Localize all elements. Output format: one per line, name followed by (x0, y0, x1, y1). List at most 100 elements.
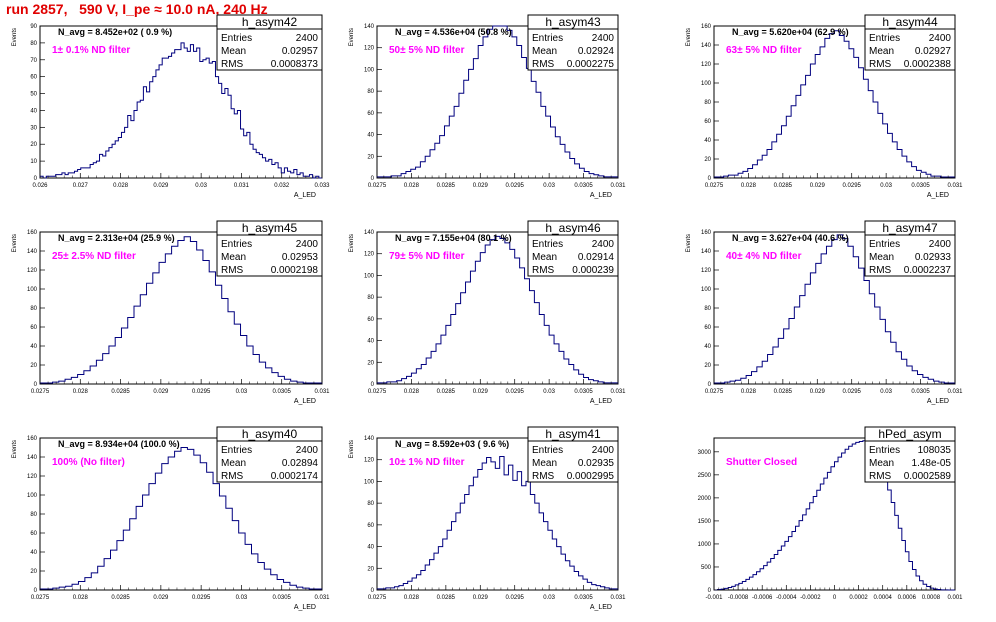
y-axis-label: Events (349, 28, 355, 46)
histogram-name: h_asym44 (882, 15, 938, 29)
stats-value-rms: 0.0002275 (567, 59, 615, 70)
y-tick-label: 20 (367, 566, 374, 572)
x-tick-label: 0.0295 (192, 389, 211, 395)
x-tick-label: -0.0006 (752, 595, 773, 601)
stats-label-rms: RMS (532, 471, 555, 482)
x-tick-label: 0.03 (543, 389, 555, 395)
x-tick-label: 0.03 (236, 595, 248, 601)
histogram-panel-h_asym40: 0.0275 0.028 0.0285 0.029 0.0295 0.03 0.0305 0.… (12, 426, 330, 611)
y-tick-label: 60 (704, 325, 711, 331)
y-axis-label: Events (12, 440, 18, 458)
x-tick-label: 0.0295 (843, 389, 862, 395)
x-tick-label: 0.0285 (774, 183, 793, 189)
stats-box-frame (864, 426, 956, 483)
stats-box-frame (527, 426, 619, 483)
y-tick-label: 140 (364, 24, 375, 30)
y-axis-label: Events (686, 28, 692, 46)
n-avg-label: N_avg = 2.313e+04 (25.9 %) (58, 233, 175, 243)
stats-label-entries: Entries (221, 33, 252, 44)
stats-value-entries: 2400 (296, 33, 319, 44)
stats-box: h_asym46 Entries 2400 Mean 0.02914 RMS 0.00023… (527, 220, 619, 277)
x-tick-label: 0.001 (947, 595, 963, 601)
y-tick-label: 10 (30, 159, 37, 165)
stats-label-mean: Mean (532, 458, 557, 469)
x-tick-label: 0.0285 (111, 595, 130, 601)
y-tick-label: 60 (704, 119, 711, 125)
stats-value-rms: 0.0002388 (904, 59, 952, 70)
stats-box: h_asym47 Entries 2400 Mean 0.02933 RMS 0.00022… (864, 220, 956, 277)
x-tick-label: -0.001 (705, 595, 723, 601)
stats-label-mean: Mean (532, 46, 557, 57)
x-tick-label: 0.0275 (31, 389, 50, 395)
histogram-panel-h_asym41: 0.0275 0.028 0.0285 0.029 0.0295 0.03 0.0305 0.… (349, 426, 626, 611)
y-tick-label: 140 (364, 436, 375, 442)
y-axis-label: Events (12, 28, 18, 46)
stats-label-mean: Mean (221, 252, 246, 263)
y-tick-label: 20 (30, 363, 37, 369)
x-tick-label: 0.0285 (774, 389, 793, 395)
histogram-panel-h_asym43: 0.0275 0.028 0.0285 0.029 0.0295 0.03 0.0305 0.… (349, 14, 626, 199)
y-tick-label: 80 (30, 306, 37, 312)
histogram-panel-h_asym42: 0.026 0.027 0.028 0.029 0.03 0.031 0.032 0.033 0… (12, 14, 330, 199)
stats-label-mean: Mean (221, 458, 246, 469)
histogram-name: h_asym41 (545, 427, 601, 441)
y-tick-label: 140 (701, 43, 712, 49)
y-tick-label: 100 (364, 273, 375, 279)
stats-value-mean: 0.02935 (578, 458, 615, 469)
filter-annotation: 25± 2.5% ND filter (52, 251, 136, 262)
x-tick-label: 0.029 (810, 389, 826, 395)
n-avg-label: N_avg = 5.620e+04 (62.9 %) (732, 27, 849, 37)
stats-box: h_asym45 Entries 2400 Mean 0.02953 RMS 0.00021… (216, 220, 323, 277)
x-tick-label: 0.033 (314, 183, 330, 189)
y-tick-label: 2000 (698, 496, 712, 502)
stats-label-rms: RMS (869, 471, 892, 482)
x-tick-label: 0.029 (473, 595, 489, 601)
stats-label-mean: Mean (869, 252, 894, 263)
histogram-line (39, 42, 322, 179)
x-tick-label: 0.0305 (574, 389, 593, 395)
x-tick-label: 0.028 (113, 183, 129, 189)
stats-value-mean: 0.02927 (915, 46, 952, 57)
y-tick-label: 140 (701, 249, 712, 255)
y-tick-label: 50 (30, 92, 37, 98)
stats-box-frame (864, 14, 956, 71)
y-tick-label: 160 (27, 230, 38, 236)
y-tick-label: 40 (704, 344, 711, 350)
x-tick-label: 0.0002 (849, 595, 868, 601)
x-tick-label: 0.029 (153, 183, 169, 189)
stats-box-frame (527, 14, 619, 71)
x-tick-label: 0.031 (610, 183, 626, 189)
x-tick-label: 0.029 (473, 389, 489, 395)
y-tick-label: 160 (27, 436, 38, 442)
y-tick-label: 160 (701, 24, 712, 30)
y-tick-label: 80 (704, 100, 711, 106)
filter-annotation: 100% (No filter) (52, 457, 125, 468)
filter-annotation: 1± 0.1% ND filter (52, 45, 130, 56)
stats-box: h_asym41 Entries 2400 Mean 0.02935 RMS 0.00029… (527, 426, 619, 483)
x-tick-label: -0.0004 (776, 595, 797, 601)
histogram-panel-h_asym44: 0.0275 0.028 0.0285 0.029 0.0295 0.03 0.0305 0.… (686, 14, 963, 199)
y-tick-label: 20 (367, 154, 374, 160)
stats-box: h_asym40 Entries 2400 Mean 0.02894 RMS 0.00021… (216, 426, 323, 483)
y-tick-label: 120 (364, 46, 375, 52)
x-axis-label: A_LED (294, 604, 316, 611)
y-tick-label: 80 (30, 41, 37, 47)
stats-label-rms: RMS (221, 59, 244, 70)
histogram-line (714, 440, 955, 591)
stats-value-entries: 2400 (296, 239, 319, 250)
x-tick-label: 0.03 (880, 389, 892, 395)
histogram-name: h_asym46 (545, 221, 601, 235)
x-tick-label: 0.029 (810, 183, 826, 189)
x-tick-label: 0.028 (404, 595, 420, 601)
x-axis-label: A_LED (294, 398, 316, 405)
x-tick-label: 0.031 (610, 595, 626, 601)
y-tick-label: 70 (30, 58, 37, 64)
stats-label-rms: RMS (532, 59, 555, 70)
y-tick-label: 80 (367, 501, 374, 507)
x-tick-label: 0.028 (404, 389, 420, 395)
stats-value-rms: 0.0002589 (904, 471, 952, 482)
stats-label-rms: RMS (869, 59, 892, 70)
y-tick-label: 60 (367, 317, 374, 323)
histogram-line (376, 235, 619, 384)
x-tick-label: 0.031 (314, 389, 330, 395)
